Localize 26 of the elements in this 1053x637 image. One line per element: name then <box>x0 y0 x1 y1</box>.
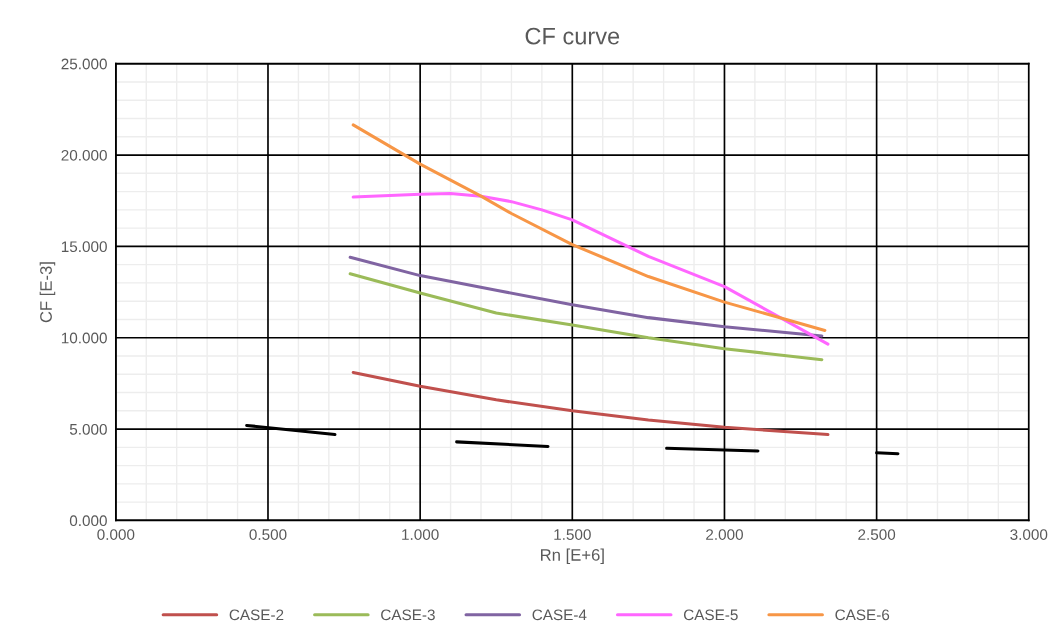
legend-label: CASE-5 <box>683 609 738 621</box>
x-tick-label: 2.500 <box>858 529 896 540</box>
x-tick-label: 0.000 <box>97 529 135 540</box>
x-tick-label: 0.500 <box>249 529 287 540</box>
line-series <box>348 255 824 338</box>
y-tick-label: 15.000 <box>61 241 107 253</box>
y-tick-label: 25.000 <box>61 58 107 70</box>
x-tick-label: 1.000 <box>402 529 439 540</box>
x-tick-label: 1.500 <box>554 529 591 540</box>
y-axis-title: CF [E-3] <box>39 262 56 323</box>
legend-label: CASE-6 <box>835 609 890 621</box>
y-tick-label: 0.000 <box>69 515 107 527</box>
line-series <box>351 191 830 346</box>
y-tick-label: 10.000 <box>61 332 107 344</box>
y-tick-label: 5.000 <box>69 423 107 435</box>
line-series <box>348 272 824 362</box>
chart-title: CF curve <box>525 27 620 45</box>
line-series <box>351 370 830 437</box>
x-tick-label: 2.000 <box>706 529 743 540</box>
legend-label: CASE-2 <box>229 609 284 621</box>
x-tick-label: 3.000 <box>1010 529 1048 540</box>
legend-label: CASE-3 <box>381 609 435 621</box>
x-axis-title: Rn [E+6] <box>541 548 604 565</box>
legend-label: CASE-4 <box>532 609 587 621</box>
line-series <box>351 123 827 332</box>
y-tick-label: 20.000 <box>61 149 107 161</box>
